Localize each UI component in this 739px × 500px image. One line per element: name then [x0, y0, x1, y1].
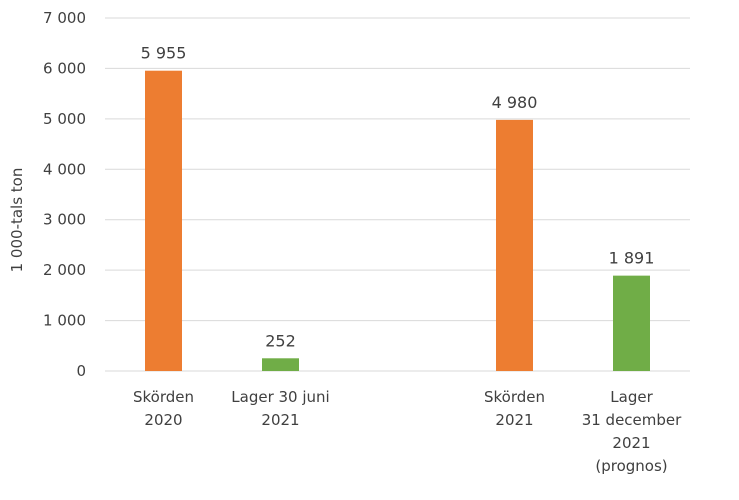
y-tick-label: 6 000 [43, 59, 86, 77]
bars [145, 70, 650, 371]
y-tick-label: 1 000 [43, 312, 86, 330]
category-label: (prognos) [595, 457, 667, 475]
data-label: 5 955 [141, 44, 187, 63]
data-label: 4 980 [492, 93, 538, 112]
y-tick-label: 7 000 [43, 9, 86, 27]
category-label: Lager 30 juni [231, 388, 329, 406]
bar [145, 70, 182, 371]
x-axis-category-labels: Skörden 2020 Lager 30 juni 2021 Skörden 2021 L… [133, 388, 682, 475]
gridlines [105, 17, 690, 372]
y-tick-label: 0 [76, 362, 86, 380]
bar [613, 275, 650, 371]
bar [262, 358, 299, 371]
data-label: 1 891 [609, 249, 655, 268]
category-label: 2020 [144, 411, 182, 429]
bar [496, 119, 533, 371]
category-label: Skörden [133, 388, 194, 406]
category-label: 31 december [582, 411, 682, 429]
category-label: 2021 [261, 411, 299, 429]
category-label: Skörden [484, 388, 545, 406]
data-labels: 5 955 252 4 980 1 891 [141, 44, 655, 351]
category-label: Lager [610, 388, 653, 406]
y-axis-tick-labels: 0 1 000 2 000 3 000 4 000 5 000 6 000 7 000 [43, 9, 86, 380]
y-axis-title: 1 000-tals ton [8, 168, 26, 273]
data-label: 252 [265, 331, 296, 350]
category-label: 2021 [612, 434, 650, 452]
y-tick-label: 2 000 [43, 261, 86, 279]
category-label: 2021 [495, 411, 533, 429]
y-tick-label: 3 000 [43, 211, 86, 229]
y-tick-label: 5 000 [43, 110, 86, 128]
y-tick-label: 4 000 [43, 160, 86, 178]
